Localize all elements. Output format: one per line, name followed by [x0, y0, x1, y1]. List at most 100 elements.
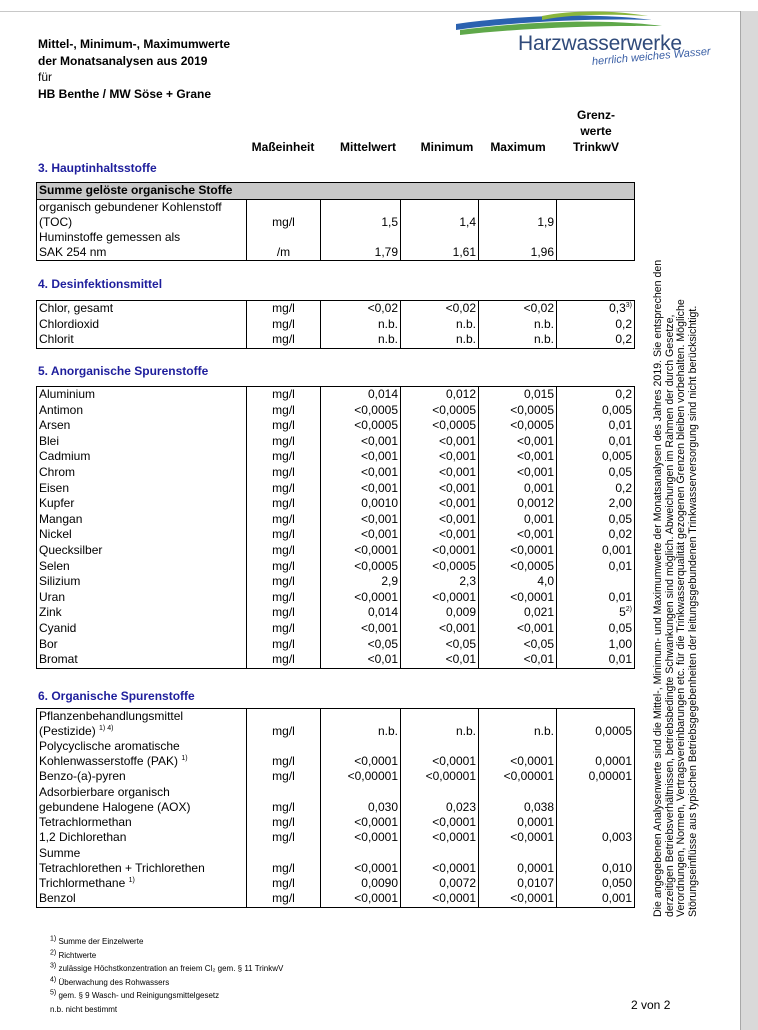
min-cell: <0,001	[400, 527, 479, 543]
limit-cell: 0,0005	[556, 708, 635, 739]
mean-cell: n.b.	[320, 316, 401, 333]
max-cell: 0,021	[478, 605, 557, 621]
limit-cell: 0,33)	[556, 300, 635, 317]
limit-value: 0,01	[608, 652, 632, 667]
section-3-title: 3. Hauptinhaltsstoffe	[38, 161, 157, 175]
footnote-text: Summe der Einzelwerte	[58, 937, 144, 946]
limit-cell	[556, 814, 635, 831]
table-row: Uran mg/l <0,0001 <0,0001 <0,0001 0,01	[37, 589, 635, 606]
substance-cell: Trichlormethane 1)	[37, 876, 247, 892]
substance-cell: Uran	[39, 589, 66, 604]
document-header: Mittel-, Minimum-, Maximumwerte der Mona…	[38, 36, 230, 102]
max-cell: 0,001	[478, 480, 557, 497]
mean-cell: <0,001	[320, 620, 401, 637]
min-cell: <0,01	[400, 652, 479, 669]
col-header-limit-2: werte	[580, 124, 612, 138]
table-row: Nickel mg/l <0,001 <0,001 <0,001 0,02	[37, 527, 635, 543]
table-row: Chrom mg/l <0,001 <0,001 <0,001 0,05	[37, 464, 635, 481]
title-line-1: Mittel-, Minimum-, Maximumwerte	[38, 37, 231, 51]
substance-cell: Bromat	[39, 652, 78, 667]
col-header-unit: Maßeinheit	[251, 140, 315, 154]
substance-cell: Pflanzenbehandlungsmittel (Pestizide) 1) …	[37, 709, 247, 740]
substance-cell: Bor	[39, 636, 58, 651]
substance-name-line-2: (TOC)	[39, 214, 73, 229]
limit-cell: 1,00	[556, 636, 635, 653]
table-row: Eisen mg/l <0,001 <0,001 0,001 0,2	[37, 480, 635, 497]
table-row: Summe Tetrachlorethen + Trichlorethen mg/l…	[37, 845, 635, 876]
limit-value: 0,010	[601, 860, 632, 875]
substance-cell: Kupfer	[39, 496, 75, 511]
unit-cell: mg/l	[246, 511, 321, 528]
substance-name-line-2: Trichlormethane	[39, 875, 126, 890]
substance-cell: Nickel	[39, 527, 72, 542]
col-header-min: Minimum	[420, 140, 474, 154]
limit-cell: 0,005	[556, 402, 635, 419]
unit-cell: mg/l	[246, 830, 321, 846]
mean-cell: <0,01	[320, 652, 401, 669]
mean-cell: <0,0005	[320, 558, 401, 575]
min-cell: 0,009	[400, 605, 479, 621]
footnote-text: Überwachung des Rohwassers	[58, 977, 170, 987]
substance-name-line-2: Kohlenwasserstoffe (PAK)	[39, 754, 178, 768]
col-header-mean: Mittelwert	[339, 140, 396, 154]
mean-cell: <0,02	[320, 300, 401, 317]
substance-cell: Arsen	[39, 418, 71, 433]
max-cell: n.b.	[478, 332, 557, 349]
mean-cell: <0,001	[320, 511, 401, 528]
max-cell: 4,0	[478, 574, 557, 590]
max-cell: <0,001	[478, 527, 557, 543]
section-4-title: 4. Desinfektionsmittel	[38, 277, 163, 291]
limit-cell: 0,02	[556, 527, 635, 543]
substance-cell: Chrom	[39, 464, 76, 479]
footnote-marker: 5)	[50, 989, 57, 997]
substance-cell: organisch gebundener Kohlenstoff (TOC)	[37, 199, 247, 230]
footnote-marker: 2)	[50, 948, 57, 956]
table-row: Aluminium mg/l 0,014 0,012 0,015 0,2	[37, 386, 635, 403]
viewer-right-edge	[740, 11, 758, 1030]
unit-cell: mg/l	[246, 574, 321, 590]
unit-cell: mg/l	[246, 558, 321, 575]
min-cell: n.b.	[400, 332, 479, 349]
min-cell: <0,0005	[400, 558, 479, 575]
unit-cell: mg/l	[246, 652, 321, 669]
limit-value: 0,01	[608, 433, 632, 448]
min-cell: <0,0001	[400, 589, 479, 606]
limit-value: 0,05	[608, 620, 632, 635]
footnote-marker: 4)	[50, 975, 57, 983]
substance-name-line-1: organisch gebundener Kohlenstoff	[39, 199, 222, 214]
table-row: organisch gebundener Kohlenstoff (TOC) mg/…	[37, 199, 635, 230]
title-line-2: der Monatsanalysen aus 2019	[38, 53, 208, 68]
footnote: 3) zulässige Höchstkonzentration an frei…	[50, 962, 283, 976]
max-cell: <0,0001	[478, 589, 557, 606]
substance-cell: 1,2 Dichlorethan	[37, 830, 247, 846]
unit-cell: mg/l	[246, 784, 321, 815]
substance-cell: Benzol	[37, 891, 247, 907]
footnote-ref: 1)	[128, 876, 135, 884]
mean-cell: <0,001	[320, 527, 401, 543]
footnote-marker: 1)	[50, 935, 57, 943]
max-cell: <0,0001	[478, 830, 557, 846]
limit-cell: 0,001	[556, 891, 635, 908]
footnote: 1) Summe der Einzelwerte	[50, 935, 283, 949]
substance-name-line-2: gebundene Halogene (AOX)	[39, 799, 191, 814]
limit-value: 0,3	[609, 301, 626, 315]
limit-value: 0,001	[601, 891, 632, 906]
harzwasserwerke-logo-icon	[456, 11, 662, 35]
min-cell: <0,0001	[400, 891, 479, 908]
limit-value: 0,05	[608, 464, 632, 479]
min-cell: 1,61	[400, 229, 479, 261]
max-cell: 0,001	[478, 511, 557, 528]
max-cell: <0,001	[478, 620, 557, 637]
substance-cell: Zink	[39, 605, 62, 620]
limit-cell: 0,0001	[556, 739, 635, 769]
mean-cell: <0,001	[320, 464, 401, 481]
mean-cell: <0,0001	[320, 891, 401, 908]
unit-cell: mg/l	[246, 708, 321, 739]
table-row: Cyanid mg/l <0,001 <0,001 <0,001 0,05	[37, 620, 635, 637]
side-disclaimer-line-4: Störungseinflüsse aus typischen Betriebs…	[687, 305, 700, 917]
max-cell: n.b.	[478, 316, 557, 333]
unit-cell: mg/l	[246, 605, 321, 621]
limit-cell: 0,005	[556, 449, 635, 465]
table-row: Bromat mg/l <0,01 <0,01 <0,01 0,01	[37, 652, 635, 669]
table-row: Polycyclische aromatische Kohlenwassersto…	[37, 739, 635, 769]
